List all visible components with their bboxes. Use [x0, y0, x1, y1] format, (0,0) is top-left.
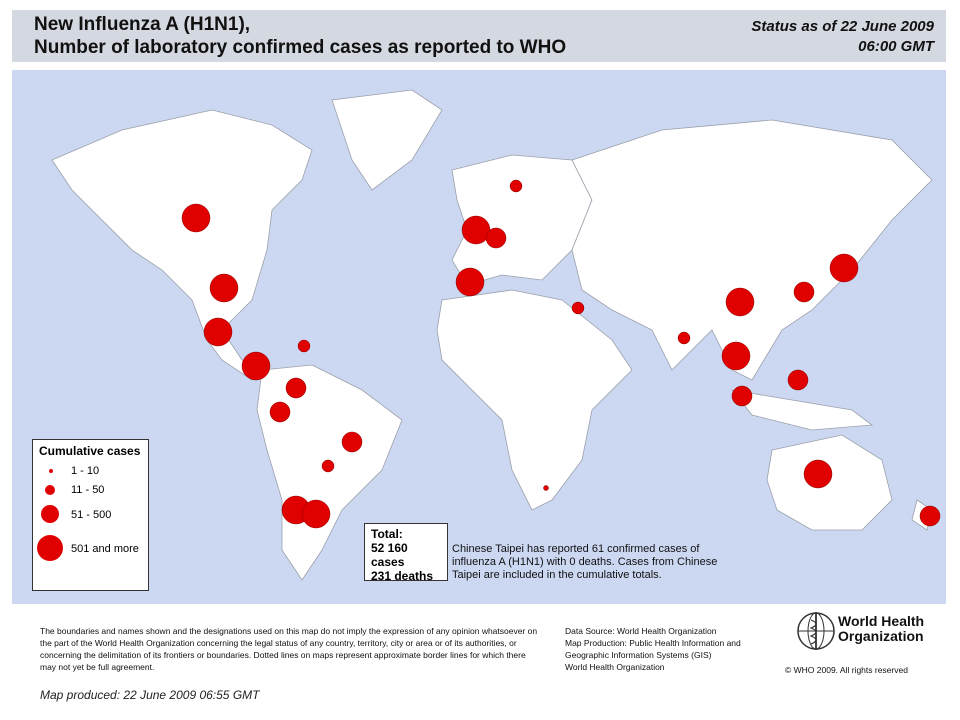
source-line2: Map Production: Public Health Informatio…: [565, 638, 741, 660]
case-marker-ecuador-peru: [269, 401, 291, 423]
world-map-svg: [51, 89, 941, 581]
legend-label-tiny: 1 - 10: [71, 465, 100, 477]
case-marker-china: [725, 287, 755, 317]
case-marker-argentina: [301, 499, 331, 529]
legend-dot-medium: [41, 505, 59, 523]
status-date: Status as of 22 June 2009: [751, 18, 934, 35]
legend-label-medium: 51 - 500: [71, 509, 112, 521]
case-markers: [181, 179, 941, 529]
legend-title: Cumulative cases: [39, 444, 141, 458]
case-marker-spain: [455, 267, 485, 297]
case-marker-south-africa: [543, 485, 549, 491]
legend-dot-small: [45, 485, 55, 495]
legend-label-large: 501 and more: [71, 543, 139, 555]
legend-dot-tiny: [49, 469, 53, 473]
map-title-line1: New Influenza A (H1N1),: [34, 14, 251, 35]
australia-landmass: [766, 434, 893, 531]
map-title-line2: Number of laboratory confirmed cases as …: [34, 37, 567, 58]
north-america-landmass: [51, 109, 313, 381]
case-marker-thailand-viet-nam: [721, 341, 751, 371]
case-marker-canada: [181, 203, 211, 233]
header-band: New Influenza A (H1N1), Number of labora…: [12, 10, 946, 62]
legend-item-medium: 51 - 500: [33, 502, 148, 523]
case-marker-colombia-venezuela: [285, 377, 307, 399]
cumulative-cases-legend: Cumulative cases 1 - 10 11 - 50 51 - 500…: [32, 439, 149, 591]
greenland-landmass: [331, 89, 443, 191]
legend-dot-large: [37, 535, 63, 561]
south-america-landmass: [256, 364, 403, 581]
totals-label: Total:: [371, 527, 403, 541]
africa-landmass: [436, 289, 633, 511]
case-marker-central-america: [241, 351, 271, 381]
case-marker-germany-central-europe: [485, 227, 507, 249]
case-marker-united-kingdom: [461, 215, 491, 245]
case-marker-japan: [829, 253, 859, 283]
who-name: World Health Organization: [838, 613, 925, 644]
totals-box: Total: 52 160 cases 231 deaths: [364, 523, 448, 583]
data-source-block: Data Source: World Health Organization M…: [565, 625, 755, 673]
asia-landmass: [571, 119, 933, 381]
case-marker-india: [677, 331, 691, 345]
legend-item-tiny: 1 - 10: [33, 464, 148, 484]
legend-item-small: 11 - 50: [33, 482, 148, 502]
case-marker-united-states: [209, 273, 239, 303]
case-marker-scandinavia: [509, 179, 523, 193]
source-line1: Data Source: World Health Organization: [565, 626, 717, 636]
status-time: 06:00 GMT: [858, 38, 934, 55]
who-emblem-icon: [797, 612, 835, 650]
case-marker-australia: [803, 459, 833, 489]
indonesia-landmass: [731, 389, 874, 431]
disclaimer-text: The boundaries and names shown and the d…: [40, 626, 538, 672]
case-marker-korea: [793, 281, 815, 303]
case-marker-bolivia-paraguay: [321, 459, 335, 473]
case-marker-philippines: [787, 369, 809, 391]
source-line3: World Health Organization: [565, 662, 665, 672]
land-masses: [51, 89, 933, 581]
case-marker-brazil: [341, 431, 363, 453]
case-marker-new-zealand: [919, 505, 941, 527]
case-marker-malaysia-singapore: [731, 385, 753, 407]
case-marker-caribbean: [297, 339, 311, 353]
legend-label-small: 11 - 50: [71, 484, 105, 496]
chinese-taipei-note: Chinese Taipei has reported 61 confirmed…: [452, 543, 718, 581]
copyright-text: © WHO 2009. All rights reserved: [785, 665, 908, 675]
case-marker-middle-east: [571, 301, 585, 315]
case-marker-mexico: [203, 317, 233, 347]
totals-cases: 52 160 cases: [371, 541, 408, 569]
totals-deaths: 231 deaths: [371, 569, 434, 583]
legend-item-large: 501 and more: [33, 532, 148, 561]
map-produced-date: Map produced: 22 June 2009 06:55 GMT: [40, 688, 260, 702]
world-map: Cumulative cases 1 - 10 11 - 50 51 - 500…: [12, 70, 946, 604]
